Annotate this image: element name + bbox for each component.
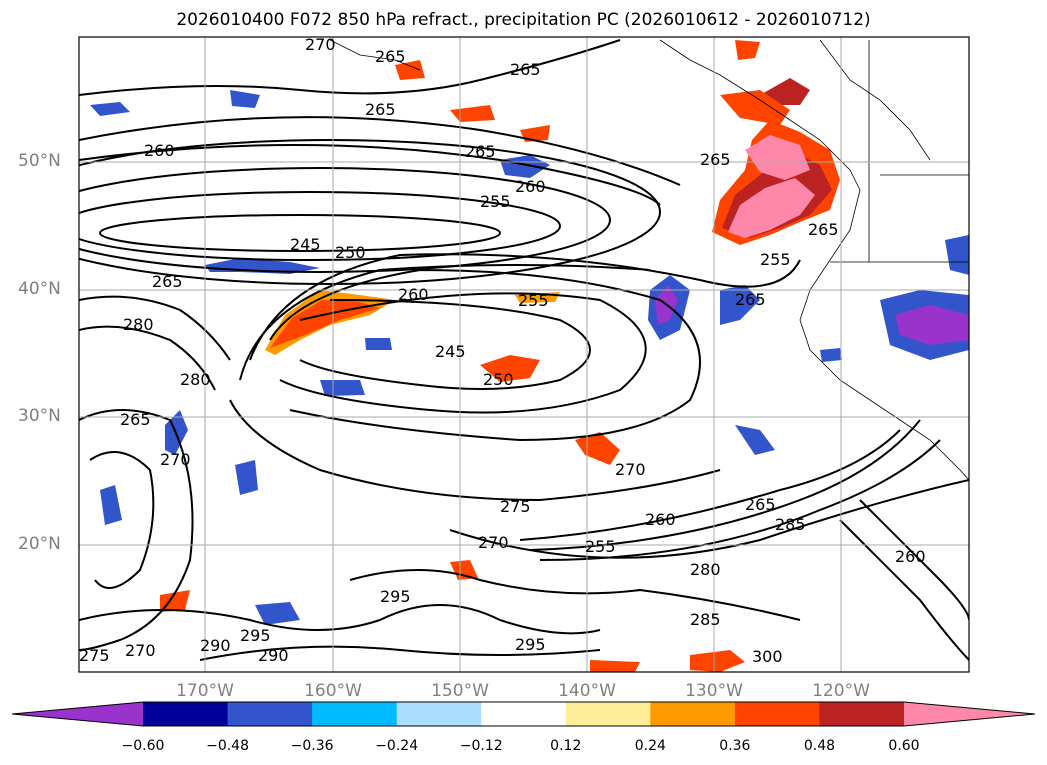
contour-label: 260 xyxy=(144,141,175,160)
lon-label: 150°W xyxy=(431,681,489,701)
lon-label: 160°W xyxy=(304,681,362,701)
colorbar-tick-label: 0.36 xyxy=(719,738,751,754)
contour-label: 290 xyxy=(200,636,231,655)
colorbar-tick-label: −0.48 xyxy=(206,738,249,754)
gridlines xyxy=(79,37,969,672)
colorbar-segment xyxy=(565,702,651,726)
contour-label: 270 xyxy=(305,35,336,54)
colorbar-segment xyxy=(143,702,229,726)
contour-label: 285 xyxy=(690,610,721,629)
colorbar-extend-right xyxy=(904,702,1035,726)
contour-label: 295 xyxy=(380,587,411,606)
colorbar-segment xyxy=(396,702,482,726)
contour-label: 250 xyxy=(483,370,514,389)
map-frame xyxy=(78,36,970,673)
colorbar-segment xyxy=(650,702,736,726)
colorbar-tick-label: 0.60 xyxy=(888,738,920,754)
contour-label: 265 xyxy=(745,495,776,514)
colorbar-segment xyxy=(312,702,398,726)
contour-label: 275 xyxy=(79,646,110,665)
contour-label: 270 xyxy=(125,641,156,660)
lat-label: 40°N xyxy=(18,279,61,299)
contour-label: 265 xyxy=(510,60,541,79)
colorbar-extend-left xyxy=(12,702,143,726)
contour-label: 300 xyxy=(752,647,783,666)
contour-label: 280 xyxy=(180,370,211,389)
contour-label: 265 xyxy=(152,272,183,291)
colorbar-tick-label: 0.48 xyxy=(803,738,836,754)
contour-label: 260 xyxy=(645,510,676,529)
contour-label: 270 xyxy=(615,460,646,479)
contour-label: 245 xyxy=(435,342,466,361)
contour-label: 275 xyxy=(500,497,531,516)
contour-label: 265 xyxy=(365,100,396,119)
lon-label: 170°W xyxy=(176,681,234,701)
contour-label: 260 xyxy=(515,177,546,196)
contour-label: 295 xyxy=(240,626,271,645)
lon-label: 120°W xyxy=(812,681,870,701)
colorbar-tick-label: 0.12 xyxy=(550,738,582,754)
contour-label: 265 xyxy=(700,150,731,169)
colorbar-segment xyxy=(227,702,313,726)
contour-label: 265 xyxy=(808,220,839,239)
contour-label: 260 xyxy=(398,285,429,304)
contour-label: 265 xyxy=(465,142,496,161)
colorbar-tick-label: −0.60 xyxy=(121,738,165,754)
lat-label: 50°N xyxy=(18,151,61,171)
contour-label: 250 xyxy=(335,243,366,262)
lon-label: 130°W xyxy=(685,681,743,701)
colorbar-segment xyxy=(481,702,567,726)
colorbar-tick-label: 0.24 xyxy=(634,738,666,754)
colorbar-segment xyxy=(734,702,820,726)
colorbar-segment xyxy=(819,702,905,726)
contour-label: 270 xyxy=(478,533,509,552)
colorbar-outline xyxy=(11,701,1036,727)
lat-label: 30°N xyxy=(18,406,61,426)
contour-label: 270 xyxy=(160,450,191,469)
contour-label: 265 xyxy=(375,47,406,66)
lon-label: 140°W xyxy=(558,681,616,701)
map-title: 2026010400 F072 850 hPa refract., precip… xyxy=(176,10,871,30)
coastlines xyxy=(329,39,969,481)
precipitation-negative-shading xyxy=(90,90,969,625)
contour-label: 255 xyxy=(518,291,549,310)
contour-label: 290 xyxy=(258,646,289,665)
contour-label: 255 xyxy=(480,192,511,211)
contour-label: 245 xyxy=(290,235,321,254)
colorbar-tick-label: −0.24 xyxy=(375,738,419,754)
contour-label: 265 xyxy=(120,410,151,429)
colorbar-tick-label: −0.36 xyxy=(290,738,334,754)
contour-label: 260 xyxy=(895,547,926,566)
contour-label: 285 xyxy=(775,515,806,534)
contour-label: 280 xyxy=(690,560,721,579)
colorbar-tick-label: −0.12 xyxy=(459,738,503,754)
contour-label: 255 xyxy=(760,250,791,269)
colorbar xyxy=(11,701,1036,727)
contour-label: 295 xyxy=(515,635,546,654)
lat-label: 20°N xyxy=(18,534,61,554)
contour-label: 255 xyxy=(585,537,616,556)
refractivity-contours xyxy=(79,39,969,661)
contour-label: 280 xyxy=(123,315,154,334)
contour-label: 265 xyxy=(735,290,766,309)
